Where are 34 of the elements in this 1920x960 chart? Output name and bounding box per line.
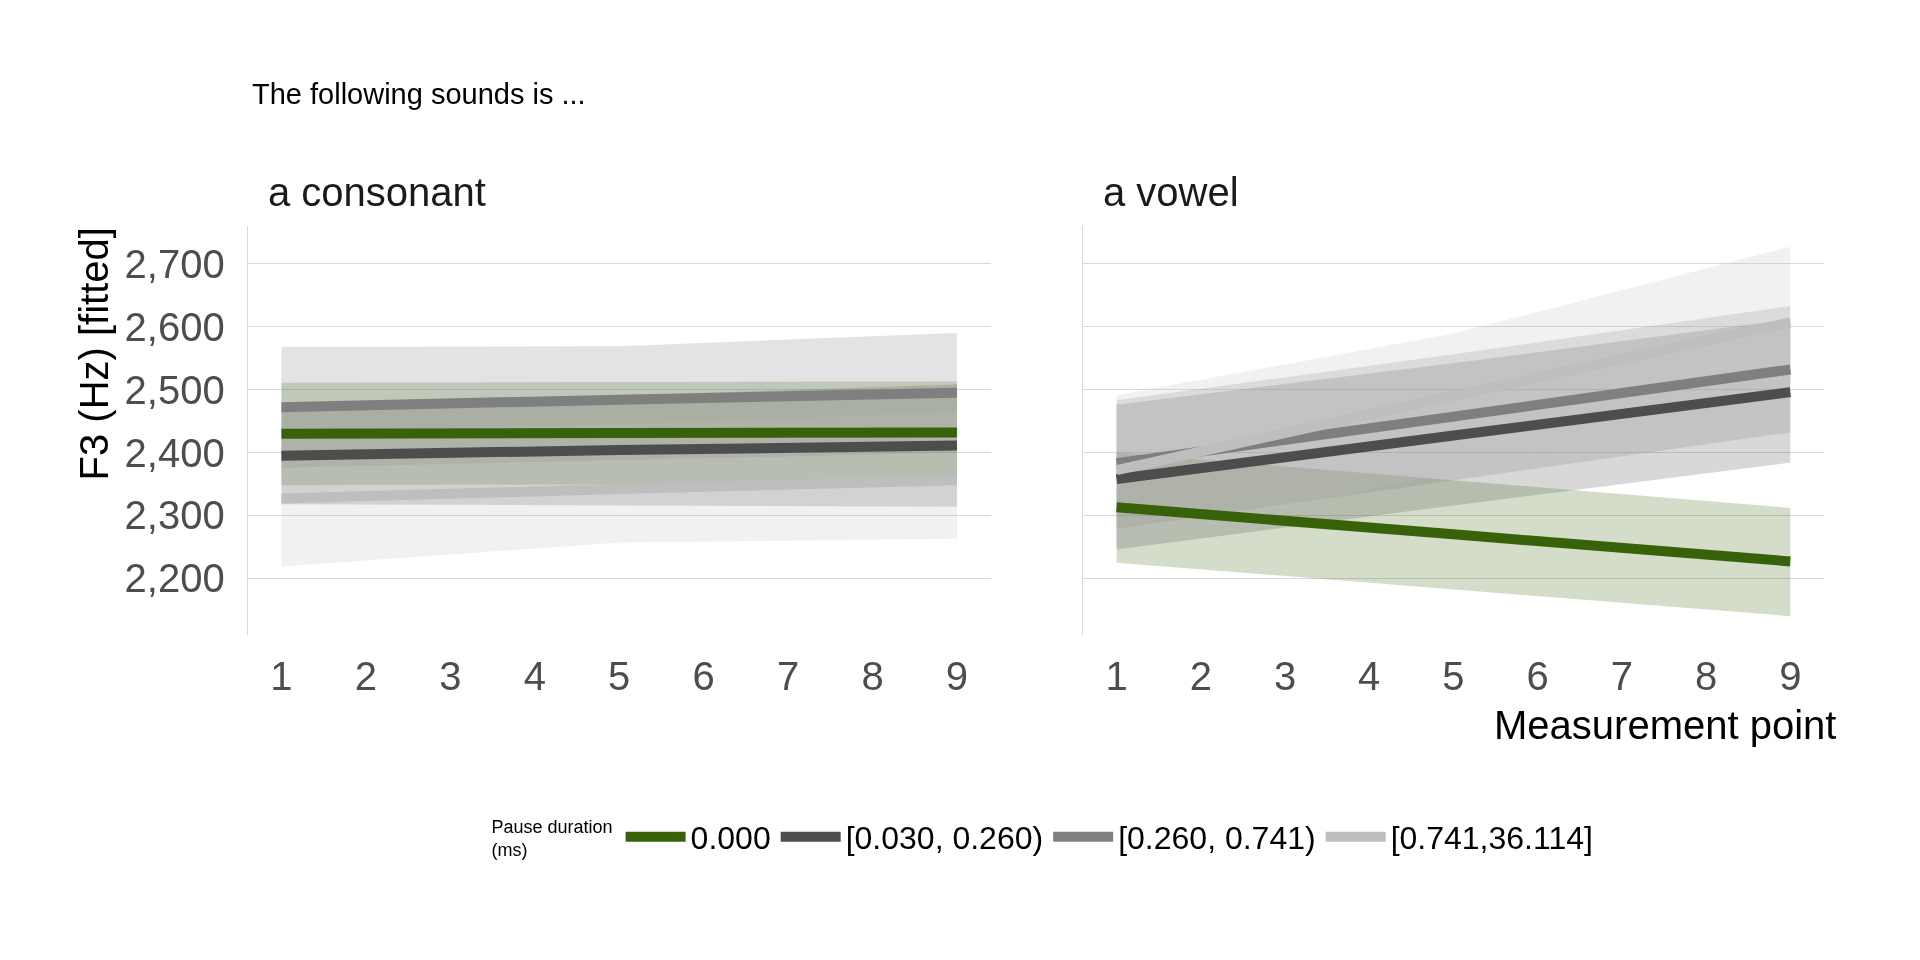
legend-label: [0.260, 0.741) xyxy=(1118,820,1316,857)
y-tick-label: 2,700 xyxy=(124,241,225,286)
x-tick-label: 7 xyxy=(776,654,800,699)
chart-subtitle: a vowel xyxy=(1103,170,1239,214)
x-tick-label: 3 xyxy=(1273,654,1297,699)
x-tick-label: 1 xyxy=(1105,654,1128,699)
x-tick-label: 5 xyxy=(1442,654,1465,699)
chart-subtitle: a consonant xyxy=(268,170,486,214)
x-tick-label: 6 xyxy=(692,654,715,699)
y-tick-label: 2,300 xyxy=(124,493,225,538)
y-tick-label: 2,500 xyxy=(124,367,225,412)
y-tick-label: 2,600 xyxy=(124,304,225,349)
x-tick-label: 8 xyxy=(1694,654,1718,699)
y-tick-label: 2,400 xyxy=(124,430,225,475)
x-tick-label: 2 xyxy=(354,654,378,699)
x-tick-label: 4 xyxy=(523,654,546,699)
x-tick-label: 9 xyxy=(1779,654,1802,699)
x-tick-label: 6 xyxy=(1526,654,1549,699)
x-tick-label: 8 xyxy=(861,654,884,699)
chart-title: The following sounds is ... xyxy=(252,78,586,110)
legend-label: [0.741,36.114] xyxy=(1390,820,1593,857)
x-tick-label: 4 xyxy=(1358,654,1381,699)
x-tick-label: 7 xyxy=(1610,654,1634,699)
x-tick-label: 2 xyxy=(1189,654,1212,699)
x-axis-title: Measurement point xyxy=(1494,703,1837,747)
x-tick-label: 5 xyxy=(608,654,631,699)
legend-label: 0.000 xyxy=(690,820,771,857)
x-tick-label: 9 xyxy=(945,654,969,699)
y-axis-title: F3 (Hz) [fitted] xyxy=(71,227,116,481)
y-tick-label: 2,200 xyxy=(124,556,225,601)
legend-title: Pause duration (ms) xyxy=(491,816,613,861)
x-tick-label: 3 xyxy=(439,654,462,699)
x-tick-label: 1 xyxy=(270,654,293,699)
legend-label: [0.030, 0.260) xyxy=(845,820,1044,857)
